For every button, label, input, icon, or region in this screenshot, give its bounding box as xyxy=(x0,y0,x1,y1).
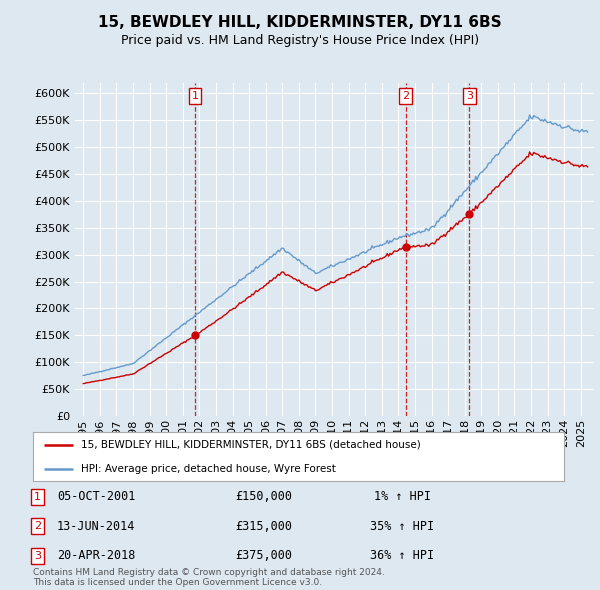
Text: £375,000: £375,000 xyxy=(235,549,293,562)
Text: 1: 1 xyxy=(192,91,199,101)
Text: 05-OCT-2001: 05-OCT-2001 xyxy=(57,490,135,503)
Text: Contains HM Land Registry data © Crown copyright and database right 2024.
This d: Contains HM Land Registry data © Crown c… xyxy=(33,568,385,587)
Text: 1% ↑ HPI: 1% ↑ HPI xyxy=(373,490,431,503)
Text: 3: 3 xyxy=(466,91,473,101)
Text: HPI: Average price, detached house, Wyre Forest: HPI: Average price, detached house, Wyre… xyxy=(81,464,335,474)
Text: 1: 1 xyxy=(34,492,41,502)
Text: £315,000: £315,000 xyxy=(235,520,293,533)
Text: Price paid vs. HM Land Registry's House Price Index (HPI): Price paid vs. HM Land Registry's House … xyxy=(121,34,479,47)
Text: 15, BEWDLEY HILL, KIDDERMINSTER, DY11 6BS (detached house): 15, BEWDLEY HILL, KIDDERMINSTER, DY11 6B… xyxy=(81,440,421,450)
Text: 36% ↑ HPI: 36% ↑ HPI xyxy=(370,549,434,562)
Text: 2: 2 xyxy=(34,522,41,531)
Text: 3: 3 xyxy=(34,551,41,560)
Text: 15, BEWDLEY HILL, KIDDERMINSTER, DY11 6BS: 15, BEWDLEY HILL, KIDDERMINSTER, DY11 6B… xyxy=(98,15,502,30)
Text: 35% ↑ HPI: 35% ↑ HPI xyxy=(370,520,434,533)
Text: 13-JUN-2014: 13-JUN-2014 xyxy=(57,520,135,533)
Text: £150,000: £150,000 xyxy=(235,490,293,503)
Text: 20-APR-2018: 20-APR-2018 xyxy=(57,549,135,562)
Text: 2: 2 xyxy=(402,91,409,101)
